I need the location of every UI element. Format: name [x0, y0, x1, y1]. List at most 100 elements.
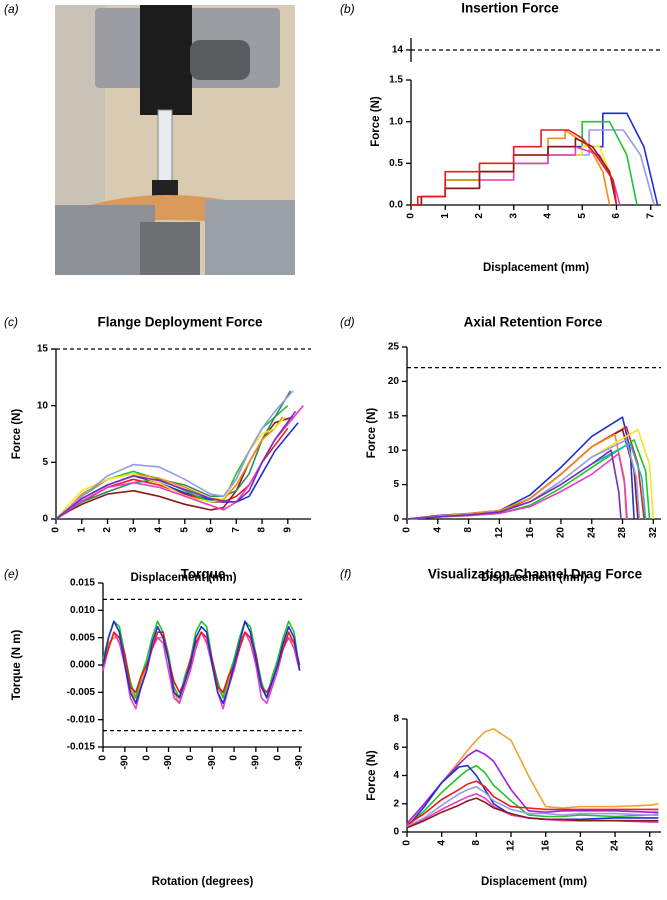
x-tick-label: 32: [648, 527, 659, 539]
series-line: [411, 112, 659, 206]
y-tick-label: 0.015: [70, 578, 95, 589]
chart-title: Visualization Channel Drag Force: [428, 567, 643, 582]
panel-label: (d): [340, 315, 355, 329]
x-axis-label: Displacement (mm): [483, 262, 589, 274]
x-tick-label: -90: [294, 755, 305, 770]
series-line: [55, 416, 284, 520]
x-tick-label: 24: [586, 527, 597, 539]
y-tick-label: 4: [393, 770, 399, 781]
x-tick-label: -90: [163, 755, 174, 770]
series-line: [102, 631, 301, 694]
y-tick-label: 1.5: [389, 75, 403, 86]
chart-title: Flange Deployment Force: [97, 315, 263, 330]
series-line: [406, 449, 622, 520]
upper-grip: [140, 5, 192, 115]
series-line: [406, 428, 639, 520]
x-tick-label: 8: [463, 527, 474, 533]
x-tick-label: 7: [231, 527, 242, 533]
series-line: [55, 410, 297, 520]
y-tick-label: 20: [388, 376, 400, 387]
x-tick-label: 16: [525, 527, 536, 539]
x-tick-label: -90: [251, 755, 262, 770]
panel-label: (f): [340, 567, 351, 581]
panel-label: (b): [340, 2, 355, 16]
series-line: [406, 728, 659, 826]
x-tick-label: 4: [543, 213, 554, 219]
y-tick-label: 10: [37, 400, 49, 411]
y-tick-label: 8: [393, 714, 399, 725]
x-tick-label: 6: [205, 527, 216, 533]
x-tick-label: 0: [229, 755, 240, 761]
x-tick-label: 20: [575, 840, 586, 852]
y-tick-label: 2: [393, 798, 399, 809]
x-tick-label: 1: [76, 527, 87, 533]
x-tick-label: 0: [402, 840, 413, 846]
y-axis-label: Force (N): [370, 96, 382, 147]
y-tick-label: -0.010: [67, 714, 96, 725]
chart-title: Axial Retention Force: [464, 315, 603, 330]
series-line: [406, 780, 659, 826]
panel-label: (c): [4, 315, 18, 329]
panel-label: (a): [4, 2, 19, 16]
chart-title: Torque: [181, 567, 226, 582]
y-tick-label: 25: [388, 342, 400, 353]
series-line: [55, 416, 294, 520]
y-tick-label: 10: [388, 445, 400, 456]
x-tick-label: -90: [119, 755, 130, 770]
chart: Axial Retention Force Displacement (mm) Fo…: [366, 315, 661, 584]
y-tick-label: 14: [392, 45, 404, 56]
x-tick-label: 28: [644, 840, 655, 852]
x-tick-label: 20: [556, 527, 567, 539]
x-tick-label: 12: [494, 527, 505, 539]
series-line: [406, 764, 659, 829]
y-tick-label: 5: [393, 479, 399, 490]
x-tick-label: 0: [141, 755, 152, 761]
x-tick-label: 4: [154, 527, 165, 533]
x-axis-label: Displacement (mm): [481, 876, 587, 888]
x-axis-label: Displacement (mm): [481, 572, 587, 584]
y-axis-label: Force (N): [11, 409, 23, 460]
y-tick-label: 0.000: [70, 660, 95, 671]
y-axis-label: Force (N): [366, 750, 378, 801]
chart-title: Insertion Force: [461, 1, 559, 16]
sensor: [152, 180, 178, 196]
x-tick-label: 0: [98, 755, 109, 761]
y-tick-label: 5: [42, 457, 48, 468]
x-tick-label: 3: [128, 527, 139, 533]
x-tick-label: 0: [272, 755, 283, 761]
x-tick-label: 7: [645, 213, 656, 219]
x-axis-label: Rotation (degrees): [152, 876, 254, 888]
chart: Flange Deployment Force Displacement (mm)…: [11, 315, 311, 584]
series-line: [55, 416, 286, 520]
series-line: [102, 620, 301, 705]
x-tick-label: 3: [508, 213, 519, 219]
x-tick-label: 2: [474, 213, 485, 219]
series-line: [411, 129, 618, 206]
x-axis-label: Displacement (mm): [130, 572, 236, 584]
x-tick-label: 8: [471, 840, 482, 846]
x-tick-label: 0: [185, 755, 196, 761]
y-tick-label: 0.010: [70, 605, 95, 616]
x-tick-label: 8: [257, 527, 268, 533]
x-tick-label: 28: [617, 527, 628, 539]
y-tick-label: 15: [37, 344, 49, 355]
x-tick-label: 24: [610, 840, 621, 852]
panel-label: (e): [4, 567, 19, 581]
y-tick-label: 0.005: [70, 632, 95, 643]
y-tick-label: -0.005: [67, 687, 96, 698]
x-tick-label: -90: [207, 755, 218, 770]
photo: [55, 5, 295, 275]
chart: Torque Rotation (degrees) Torque (N m) -0.0…: [11, 567, 305, 888]
tube: [157, 109, 173, 186]
x-tick-label: 0: [51, 527, 62, 533]
series-line: [406, 786, 659, 828]
series-line: [55, 390, 294, 520]
x-tick-label: 5: [577, 213, 588, 219]
y-tick-label: 1.0: [389, 116, 403, 127]
x-tick-label: 12: [506, 840, 517, 852]
series-line: [406, 749, 659, 825]
chart: Insertion Force Displacement (mm) Force (N…: [370, 1, 661, 274]
x-tick-label: 1: [440, 213, 451, 219]
